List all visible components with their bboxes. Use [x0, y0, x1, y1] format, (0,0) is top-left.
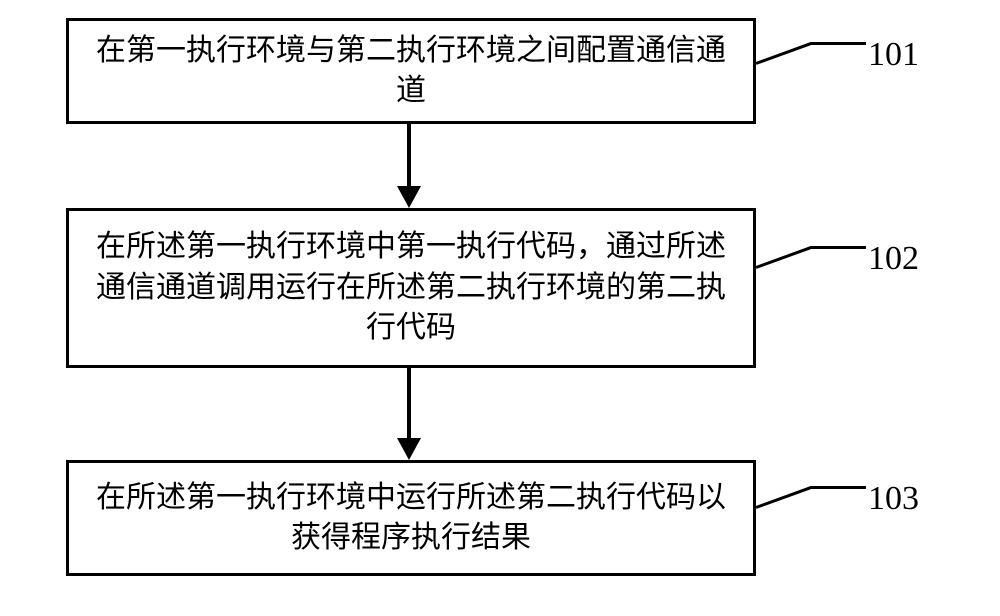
flow-node-1-text: 在第一执行环境与第二执行环境之间配置通信通道: [89, 31, 733, 112]
flow-node-1: 在第一执行环境与第二执行环境之间配置通信通道: [66, 18, 756, 124]
step-number-1: 101: [868, 36, 919, 74]
leader-line-diag-3: [755, 486, 811, 509]
leader-line-diag-2: [755, 246, 811, 269]
leader-line-diag-1: [755, 42, 811, 65]
leader-line-horz-1: [810, 42, 866, 45]
step-number-2: 102: [868, 240, 919, 278]
arrow-1-stem: [407, 124, 411, 186]
flow-node-3-text: 在所述第一执行环境中运行所述第二执行代码以获得程序执行结果: [89, 478, 733, 559]
arrow-1-head: [397, 186, 421, 208]
arrow-2-head: [397, 438, 421, 460]
step-number-3: 103: [868, 480, 919, 518]
flow-node-2-text: 在所述第一执行环境中第一执行代码，通过所述通信通道调用运行在所述第二执行环境的第…: [89, 227, 733, 349]
leader-line-horz-2: [810, 246, 866, 249]
flow-node-3: 在所述第一执行环境中运行所述第二执行代码以获得程序执行结果: [66, 460, 756, 576]
arrow-2-stem: [407, 368, 411, 438]
flow-node-2: 在所述第一执行环境中第一执行代码，通过所述通信通道调用运行在所述第二执行环境的第…: [66, 208, 756, 368]
flowchart-canvas: 在第一执行环境与第二执行环境之间配置通信通道 101 在所述第一执行环境中第一执…: [0, 0, 1000, 616]
leader-line-horz-3: [810, 486, 866, 489]
